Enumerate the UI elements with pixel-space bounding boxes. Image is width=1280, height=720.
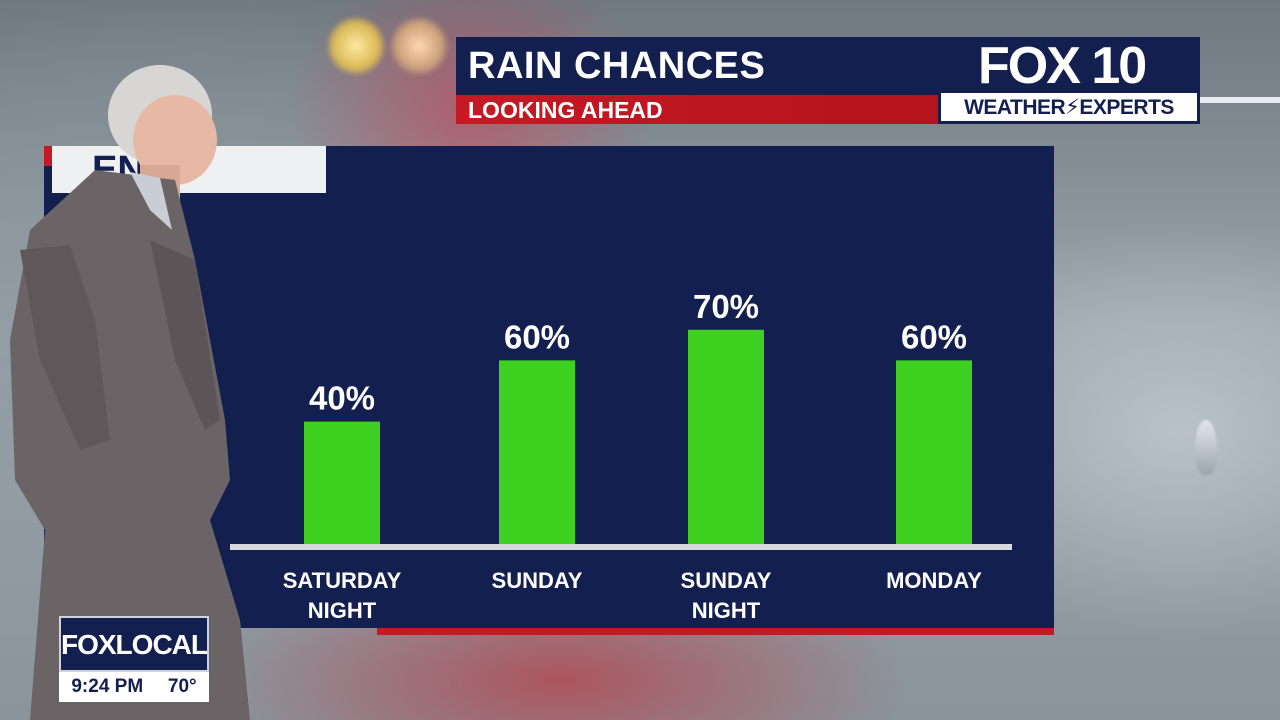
category-label: SATURDAY [283,568,402,593]
bar [688,329,764,544]
bar-value-label: 40% [309,380,375,417]
presenter [10,65,250,720]
category-label: NIGHT [308,598,377,623]
category-label: SUNDAY [681,568,772,593]
accent-bar [377,628,1054,635]
bokeh-light [390,17,448,75]
graphic-title: RAIN CHANCES [456,37,938,95]
bar-value-label: 70% [693,288,759,325]
station-tagline: WEATHER⚡EXPERTS [941,93,1197,121]
bar [896,360,972,544]
bar-value-label: 60% [504,318,570,355]
divider-line [1200,97,1280,103]
bar [499,360,575,544]
current-temperature: 70° [167,676,197,697]
category-label: NIGHT [692,598,761,623]
time-temp-bar: 9:24 PM 70° [59,672,209,702]
water-drop [1195,420,1217,475]
category-label: MONDAY [886,568,982,593]
clock-time: 9:24 PM [71,676,144,697]
fox-local-logo: FOXLOCAL [59,616,209,672]
bar [304,421,380,544]
station-logo: FOX 10 [978,37,1147,95]
accent-bar [44,146,52,166]
category-label: SUNDAY [492,568,583,593]
bokeh-light [327,17,385,75]
chart-baseline [230,544,1012,550]
graphic-subtitle: LOOKING AHEAD [456,95,938,124]
bar-value-label: 60% [901,318,967,355]
